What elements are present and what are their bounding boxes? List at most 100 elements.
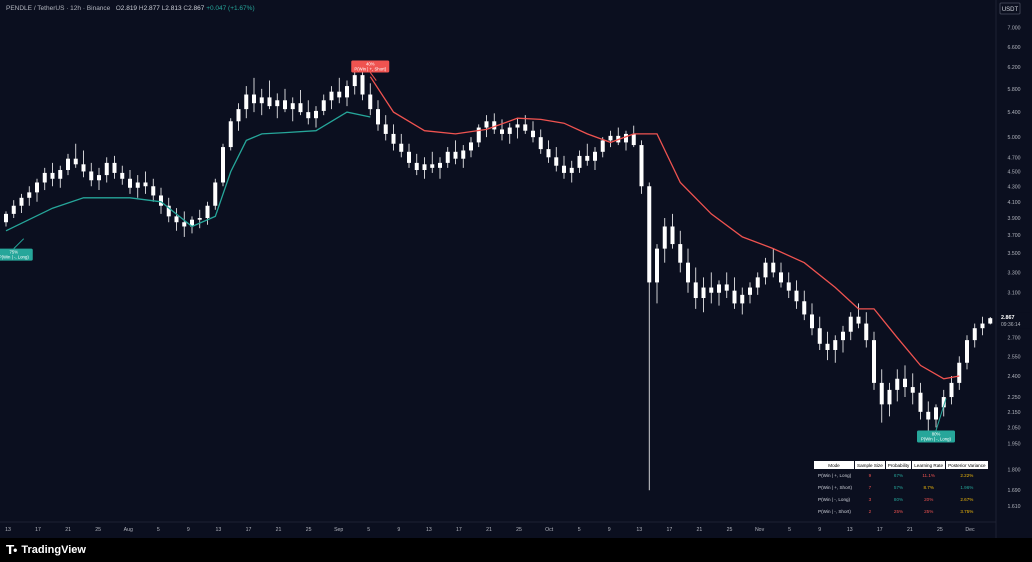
band-layer	[5, 76, 960, 380]
candle	[205, 201, 210, 225]
stats-header-cell: Posterior Variance	[946, 461, 988, 469]
candle	[817, 316, 822, 350]
time-axis[interactable]: 13 17 21 25 Aug 5 9 13 17 21 25 Sep 5 9 13 17 21 25 Oct 5 9 1…	[0, 521, 996, 533]
candle	[724, 272, 729, 299]
candle	[73, 143, 78, 168]
candle	[11, 200, 16, 219]
candle	[267, 80, 272, 110]
candle	[616, 127, 621, 146]
candle	[810, 303, 814, 336]
brand-name: TradingView	[21, 544, 86, 556]
candle	[709, 272, 714, 304]
candle	[600, 137, 605, 158]
y-tick-label: 7.000	[1008, 26, 1021, 32]
candle	[259, 88, 264, 116]
candle	[903, 365, 907, 398]
candle	[399, 133, 404, 158]
candle	[647, 182, 652, 491]
stats-cell-mode: P(Win | -, Long)	[814, 494, 854, 505]
candle	[554, 147, 559, 172]
y-tick-label: 4.300	[1008, 184, 1021, 190]
low-value: 2.813	[165, 5, 182, 12]
stats-table: Mode Sample Size Probability Learning Rate P…	[813, 460, 989, 518]
candle	[376, 100, 380, 131]
candle	[639, 140, 644, 194]
candles-layer	[4, 64, 993, 491]
y-tick-label: 6.200	[1008, 65, 1021, 71]
candle	[988, 317, 993, 325]
candle	[655, 244, 659, 304]
candle	[538, 129, 543, 154]
candle	[290, 97, 295, 122]
candle	[414, 153, 419, 176]
candle	[476, 124, 481, 148]
candle	[166, 197, 171, 223]
candle	[492, 113, 497, 134]
candle	[748, 282, 752, 304]
y-tick-label: 2.150	[1008, 410, 1021, 416]
x-tick-label: Sep	[334, 527, 343, 533]
candle	[329, 86, 334, 110]
stats-cell-prob: 57%	[885, 482, 912, 493]
candle	[507, 123, 512, 144]
y-tick-label: 4.700	[1008, 155, 1021, 161]
stats-cell-prob: 80%	[885, 494, 912, 505]
x-tick-label: 9	[818, 527, 821, 533]
candle	[321, 94, 326, 116]
signal-label-short-1[interactable]: 40%P(Win | +, Short)	[351, 60, 390, 81]
open-label: O	[115, 5, 121, 12]
price-axis[interactable]: 7.000 6.600 6.200 5.800 5.400 5.000 4.700 4.500…	[995, 0, 1021, 538]
x-tick-label: 25	[937, 527, 943, 533]
x-tick-label: 25	[516, 527, 522, 533]
candle	[174, 208, 179, 231]
candle	[546, 140, 551, 163]
symbol-title[interactable]: PENDLE / TetherUS · 12h · Binance	[6, 5, 111, 12]
x-tick-label: 9	[397, 527, 400, 533]
candle	[81, 150, 86, 178]
candle	[577, 150, 582, 173]
candle	[42, 167, 47, 191]
candle	[306, 100, 311, 125]
chart-area[interactable]	[0, 0, 1032, 538]
annotations-layer: 75%P(Win | -, Long) 40%P(Win | +, Short) 8…	[0, 60, 955, 443]
candle	[283, 88, 287, 113]
candle	[252, 77, 256, 113]
candle	[159, 187, 163, 214]
x-tick-label: 17	[666, 527, 672, 533]
candle	[934, 404, 938, 428]
candle	[128, 170, 132, 194]
stats-cell-var: 1.96%	[946, 482, 988, 493]
price-chart[interactable]: 75%P(Win | -, Long) 40%P(Win | +, Short) 8…	[0, 0, 1032, 538]
currency-label: USDT	[1002, 7, 1019, 13]
stats-cell-rate: 11.1%	[912, 470, 946, 481]
x-tick-label: 17	[35, 527, 41, 533]
candle	[864, 312, 869, 348]
candle	[779, 262, 783, 288]
close-value: 2.867	[188, 5, 205, 12]
signal-text: P(Win | -, Long)	[921, 437, 952, 442]
tradingview-logo[interactable]: 𝗧• TradingView	[6, 542, 86, 558]
candle	[941, 389, 946, 417]
candle	[957, 356, 962, 390]
candle	[515, 118, 520, 139]
signal-label-long-1[interactable]: 75%P(Win | -, Long)	[0, 238, 33, 261]
x-tick-label: 21	[697, 527, 703, 533]
x-tick-label: 25	[727, 527, 733, 533]
x-tick-label: 17	[877, 527, 883, 533]
y-tick-label: 6.600	[1008, 45, 1021, 51]
stats-cell-var: 2.22%	[946, 470, 988, 481]
candle	[213, 178, 218, 210]
x-tick-label: 9	[187, 527, 190, 533]
stats-cell-var: 2.67%	[946, 494, 988, 505]
x-tick-label: 21	[907, 527, 913, 533]
candle	[662, 218, 667, 263]
candle	[104, 157, 109, 183]
candle	[50, 162, 55, 187]
stats-cell-mode: P(Win | -, Short)	[814, 506, 854, 517]
x-tick-label: 9	[608, 527, 611, 533]
currency-badge[interactable]: USDT	[999, 2, 1021, 15]
y-tick-label: 2.250	[1008, 395, 1021, 401]
open-value: 2.819	[120, 5, 138, 12]
candle	[391, 124, 396, 151]
signal-label-long-2[interactable]: 80%P(Win | -, Long)	[917, 398, 955, 443]
